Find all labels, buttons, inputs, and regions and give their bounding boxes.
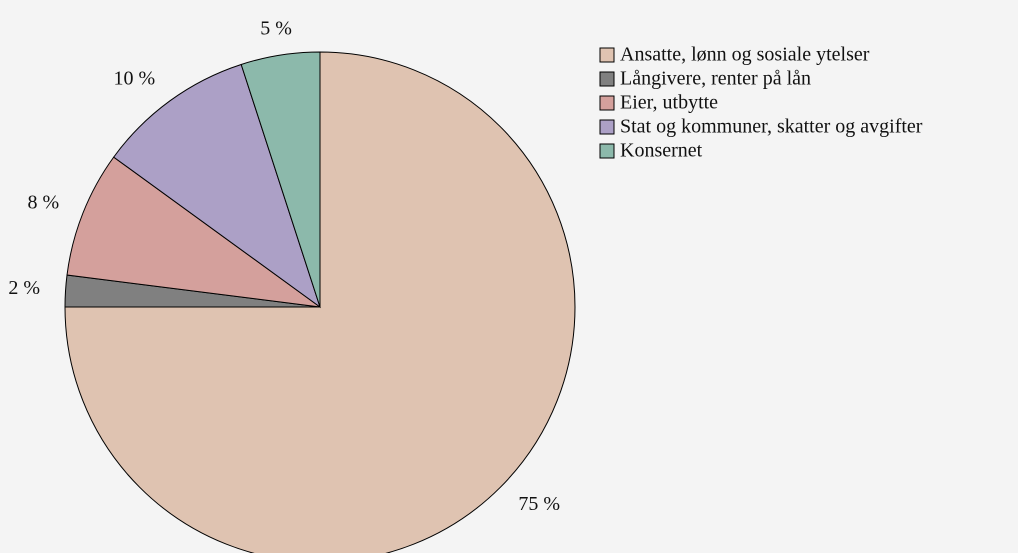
legend-swatch: [599, 119, 615, 135]
legend-label: Ansatte, lønn og sosiale ytelser: [620, 44, 870, 66]
legend-swatch: [599, 143, 615, 159]
legend-label: Stat og kommuner, skatter og avgifter: [620, 116, 923, 138]
legend-label: Konsernet: [620, 140, 703, 162]
data-label: 75 %: [518, 493, 560, 515]
pie-slice: [240, 51, 321, 308]
data-label: 10 %: [113, 68, 155, 90]
pie-slice: [113, 63, 321, 309]
legend-swatch: [599, 95, 615, 111]
legend-swatch: [599, 47, 615, 63]
data-label: 2 %: [8, 277, 40, 299]
pie-slice: [66, 156, 321, 308]
legend-label: Eier, utbytte: [620, 92, 718, 114]
pie-slice: [64, 51, 576, 553]
data-label: 5 %: [260, 18, 292, 40]
data-label: 8 %: [28, 191, 60, 213]
legend-swatch: [599, 71, 615, 87]
legend-label: Långivere, renter på lån: [620, 68, 811, 90]
